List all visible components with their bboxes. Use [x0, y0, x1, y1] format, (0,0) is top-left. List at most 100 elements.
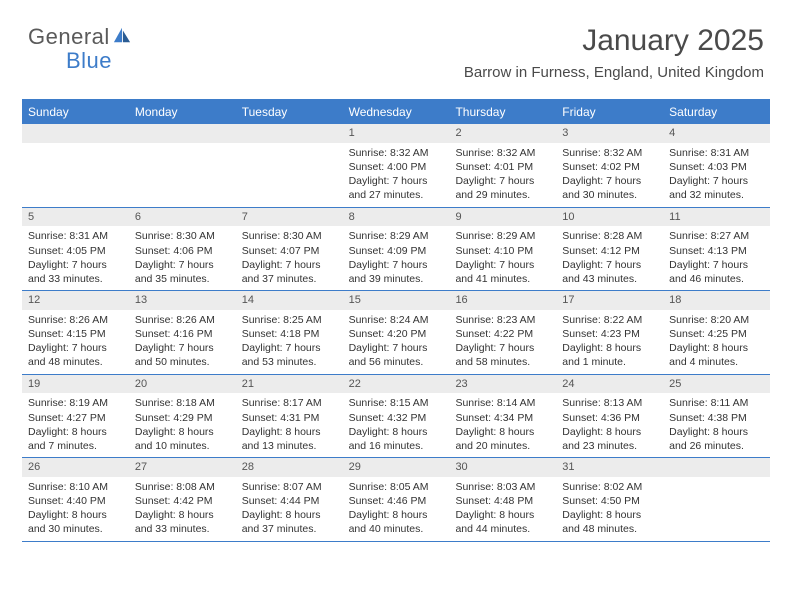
- sunrise-text: Sunrise: 8:17 AM: [242, 396, 341, 410]
- day-detail: Sunrise: 8:23 AMSunset: 4:22 PMDaylight:…: [451, 313, 554, 370]
- day-detail: Sunrise: 8:26 AMSunset: 4:16 PMDaylight:…: [131, 313, 234, 370]
- sunset-text: Sunset: 4:27 PM: [28, 411, 127, 425]
- sunrise-text: Sunrise: 8:15 AM: [349, 396, 448, 410]
- sunrise-text: Sunrise: 8:20 AM: [669, 313, 768, 327]
- sunrise-text: Sunrise: 8:29 AM: [349, 229, 448, 243]
- sunrise-text: Sunrise: 8:18 AM: [135, 396, 234, 410]
- day-number: 12: [22, 291, 129, 310]
- sunset-text: Sunset: 4:48 PM: [455, 494, 554, 508]
- week-row: 12Sunrise: 8:26 AMSunset: 4:15 PMDayligh…: [22, 291, 770, 375]
- daylight-text: Daylight: 7 hours and 27 minutes.: [349, 174, 448, 202]
- day-number: 16: [449, 291, 556, 310]
- daylight-text: Daylight: 8 hours and 13 minutes.: [242, 425, 341, 453]
- daylight-text: Daylight: 7 hours and 41 minutes.: [455, 258, 554, 286]
- day-number: 11: [663, 208, 770, 227]
- daylight-text: Daylight: 7 hours and 48 minutes.: [28, 341, 127, 369]
- daylight-text: Daylight: 7 hours and 32 minutes.: [669, 174, 768, 202]
- day-header-tue: Tuesday: [236, 101, 343, 124]
- day-number: 10: [556, 208, 663, 227]
- sunrise-text: Sunrise: 8:28 AM: [562, 229, 661, 243]
- day-cell: 19Sunrise: 8:19 AMSunset: 4:27 PMDayligh…: [22, 375, 129, 458]
- sunset-text: Sunset: 4:09 PM: [349, 244, 448, 258]
- day-number: 3: [556, 124, 663, 143]
- daylight-text: Daylight: 8 hours and 48 minutes.: [562, 508, 661, 536]
- sunset-text: Sunset: 4:10 PM: [455, 244, 554, 258]
- day-detail: Sunrise: 8:24 AMSunset: 4:20 PMDaylight:…: [345, 313, 448, 370]
- day-cell: 4 Sunrise: 8:31 AMSunset: 4:03 PMDaylight…: [663, 124, 770, 207]
- day-number: 27: [129, 458, 236, 477]
- sunset-text: Sunset: 4:29 PM: [135, 411, 234, 425]
- day-cell: 11Sunrise: 8:27 AMSunset: 4:13 PMDayligh…: [663, 208, 770, 291]
- day-cell: 21Sunrise: 8:17 AMSunset: 4:31 PMDayligh…: [236, 375, 343, 458]
- day-cell: [663, 458, 770, 541]
- day-cell: 6Sunrise: 8:30 AMSunset: 4:06 PMDaylight…: [129, 208, 236, 291]
- day-number: 18: [663, 291, 770, 310]
- day-cell: 28Sunrise: 8:07 AMSunset: 4:44 PMDayligh…: [236, 458, 343, 541]
- sunrise-text: Sunrise: 8:08 AM: [135, 480, 234, 494]
- sunset-text: Sunset: 4:12 PM: [562, 244, 661, 258]
- sunrise-text: Sunrise: 8:26 AM: [135, 313, 234, 327]
- day-detail: Sunrise: 8:29 AMSunset: 4:10 PMDaylight:…: [451, 229, 554, 286]
- day-number: 13: [129, 291, 236, 310]
- day-number: [236, 124, 343, 143]
- logo-text-general: General: [28, 24, 110, 50]
- day-number: [129, 124, 236, 143]
- sunset-text: Sunset: 4:07 PM: [242, 244, 341, 258]
- daylight-text: Daylight: 8 hours and 33 minutes.: [135, 508, 234, 536]
- daylight-text: Daylight: 7 hours and 37 minutes.: [242, 258, 341, 286]
- day-cell: 31Sunrise: 8:02 AMSunset: 4:50 PMDayligh…: [556, 458, 663, 541]
- day-detail: Sunrise: 8:11 AMSunset: 4:38 PMDaylight:…: [665, 396, 768, 453]
- day-cell: 24Sunrise: 8:13 AMSunset: 4:36 PMDayligh…: [556, 375, 663, 458]
- sunrise-text: Sunrise: 8:32 AM: [455, 146, 554, 160]
- daylight-text: Daylight: 8 hours and 23 minutes.: [562, 425, 661, 453]
- day-cell: 10Sunrise: 8:28 AMSunset: 4:12 PMDayligh…: [556, 208, 663, 291]
- day-number: 17: [556, 291, 663, 310]
- day-detail: Sunrise: 8:10 AMSunset: 4:40 PMDaylight:…: [24, 480, 127, 537]
- sunset-text: Sunset: 4:15 PM: [28, 327, 127, 341]
- week-row: 5Sunrise: 8:31 AMSunset: 4:05 PMDaylight…: [22, 208, 770, 292]
- day-detail: Sunrise: 8:13 AMSunset: 4:36 PMDaylight:…: [558, 396, 661, 453]
- daylight-text: Daylight: 8 hours and 4 minutes.: [669, 341, 768, 369]
- day-header-wed: Wednesday: [343, 101, 450, 124]
- day-header-thu: Thursday: [449, 101, 556, 124]
- daylight-text: Daylight: 7 hours and 30 minutes.: [562, 174, 661, 202]
- day-detail: Sunrise: 8:07 AMSunset: 4:44 PMDaylight:…: [238, 480, 341, 537]
- day-detail: Sunrise: 8:15 AMSunset: 4:32 PMDaylight:…: [345, 396, 448, 453]
- day-detail: Sunrise: 8:25 AMSunset: 4:18 PMDaylight:…: [238, 313, 341, 370]
- daylight-text: Daylight: 7 hours and 33 minutes.: [28, 258, 127, 286]
- sunrise-text: Sunrise: 8:07 AM: [242, 480, 341, 494]
- day-number: 4: [663, 124, 770, 143]
- sunset-text: Sunset: 4:38 PM: [669, 411, 768, 425]
- day-number: 31: [556, 458, 663, 477]
- daylight-text: Daylight: 7 hours and 58 minutes.: [455, 341, 554, 369]
- daylight-text: Daylight: 7 hours and 46 minutes.: [669, 258, 768, 286]
- day-detail: Sunrise: 8:22 AMSunset: 4:23 PMDaylight:…: [558, 313, 661, 370]
- sunrise-text: Sunrise: 8:14 AM: [455, 396, 554, 410]
- day-number: 23: [449, 375, 556, 394]
- day-cell: 22 Sunrise: 8:15 AMSunset: 4:32 PMDayligh…: [343, 375, 450, 458]
- sunset-text: Sunset: 4:06 PM: [135, 244, 234, 258]
- sunset-text: Sunset: 4:42 PM: [135, 494, 234, 508]
- sunrise-text: Sunrise: 8:23 AM: [455, 313, 554, 327]
- sunrise-text: Sunrise: 8:22 AM: [562, 313, 661, 327]
- daylight-text: Daylight: 8 hours and 16 minutes.: [349, 425, 448, 453]
- day-detail: Sunrise: 8:26 AMSunset: 4:15 PMDaylight:…: [24, 313, 127, 370]
- sunrise-text: Sunrise: 8:26 AM: [28, 313, 127, 327]
- day-cell: 15Sunrise: 8:24 AMSunset: 4:20 PMDayligh…: [343, 291, 450, 374]
- sunrise-text: Sunrise: 8:31 AM: [669, 146, 768, 160]
- day-cell: 1Sunrise: 8:32 AMSunset: 4:00 PMDaylight…: [343, 124, 450, 207]
- day-cell: 7Sunrise: 8:30 AMSunset: 4:07 PMDaylight…: [236, 208, 343, 291]
- day-detail: Sunrise: 8:14 AMSunset: 4:34 PMDaylight:…: [451, 396, 554, 453]
- week-row: 1Sunrise: 8:32 AMSunset: 4:00 PMDaylight…: [22, 124, 770, 208]
- sunset-text: Sunset: 4:50 PM: [562, 494, 661, 508]
- day-number: 22: [343, 375, 450, 394]
- day-cell: 17 Sunrise: 8:22 AMSunset: 4:23 PMDayligh…: [556, 291, 663, 374]
- day-cell: 16 Sunrise: 8:23 AMSunset: 4:22 PMDayligh…: [449, 291, 556, 374]
- sunrise-text: Sunrise: 8:13 AM: [562, 396, 661, 410]
- daylight-text: Daylight: 8 hours and 1 minute.: [562, 341, 661, 369]
- day-cell: 12 Sunrise: 8:26 AMSunset: 4:15 PMDayligh…: [22, 291, 129, 374]
- sunset-text: Sunset: 4:01 PM: [455, 160, 554, 174]
- daylight-text: Daylight: 8 hours and 30 minutes.: [28, 508, 127, 536]
- day-detail: Sunrise: 8:31 AMSunset: 4:03 PMDaylight:…: [665, 146, 768, 203]
- day-number: 20: [129, 375, 236, 394]
